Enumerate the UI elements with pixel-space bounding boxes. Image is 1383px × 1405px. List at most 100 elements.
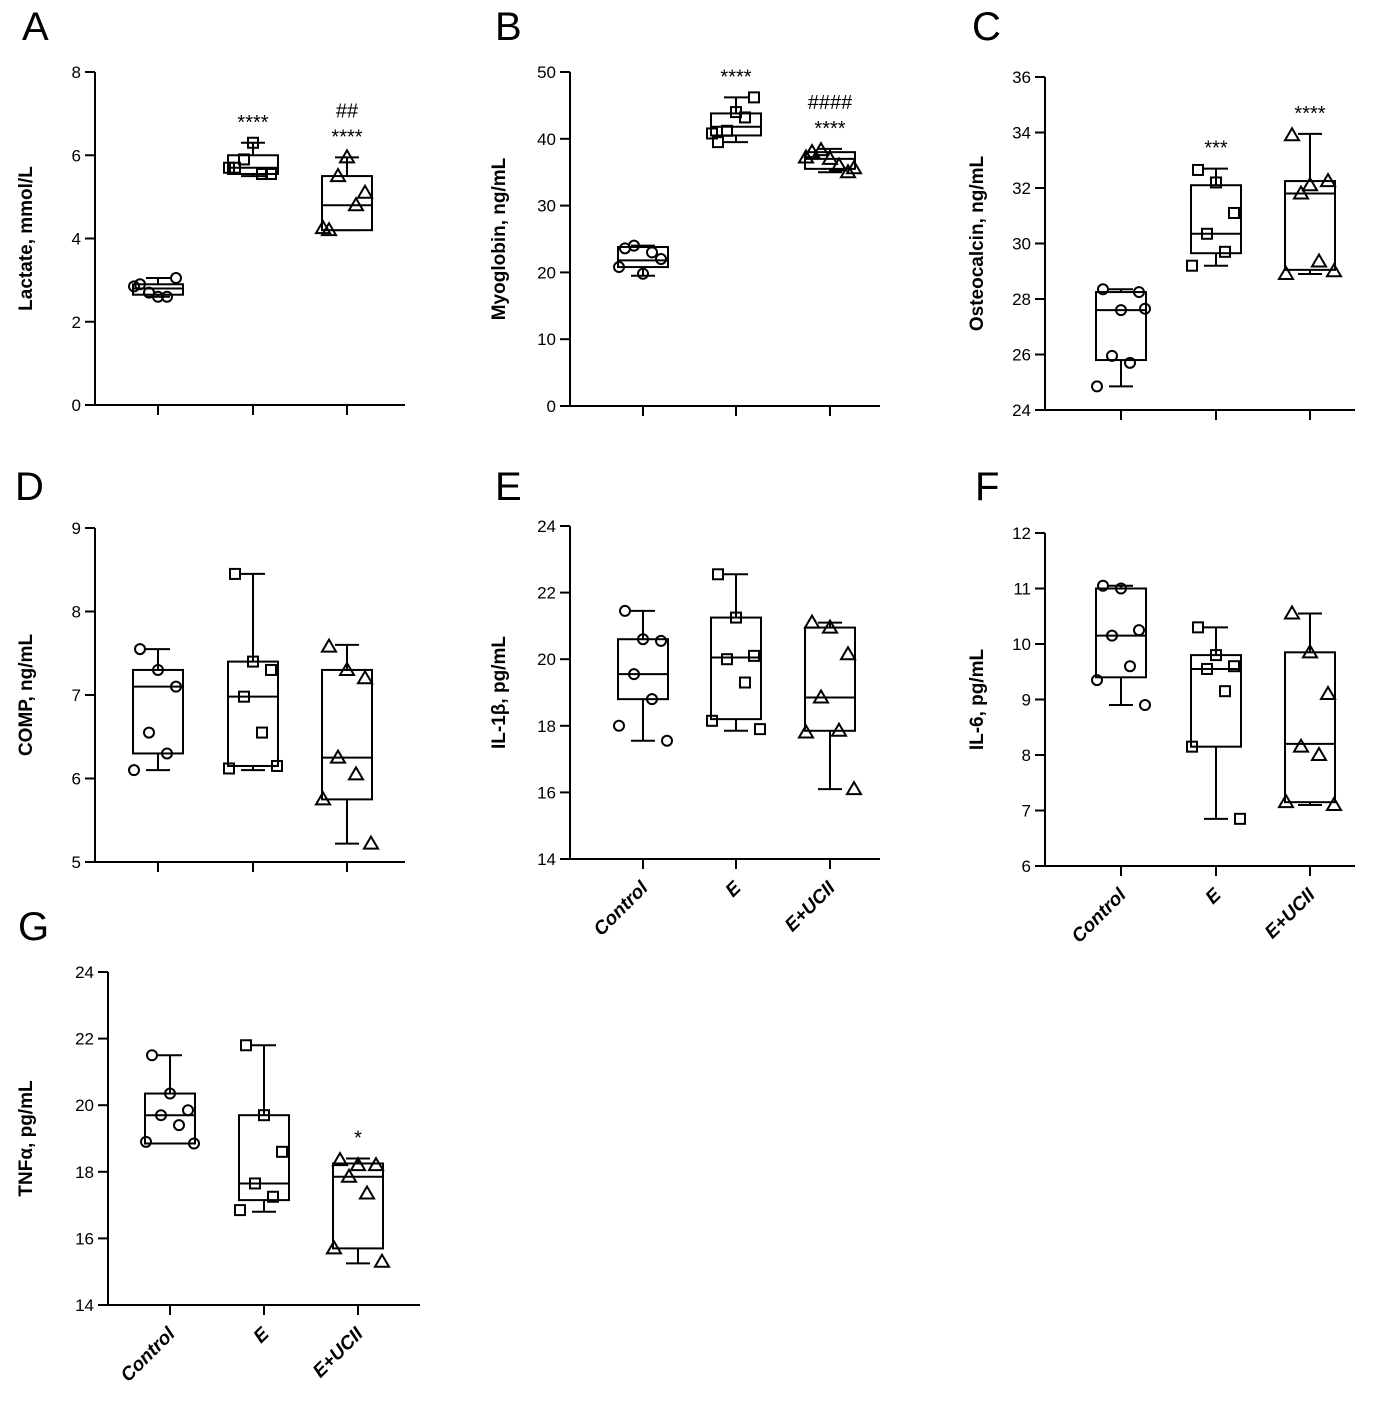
data-point bbox=[721, 653, 733, 666]
data-point bbox=[161, 290, 173, 303]
iqr-box bbox=[321, 175, 373, 232]
data-point bbox=[1228, 660, 1240, 673]
y-tick-label: 22 bbox=[537, 584, 556, 603]
significance-label: #### bbox=[808, 92, 853, 114]
iqr-box bbox=[617, 638, 669, 701]
data-point bbox=[356, 669, 374, 685]
y-tick-label: 8 bbox=[72, 603, 81, 622]
data-point bbox=[320, 221, 338, 237]
box-group-0: Control bbox=[117, 1049, 200, 1386]
data-point bbox=[1319, 172, 1337, 188]
box-group-1: E bbox=[234, 1039, 290, 1348]
box-group-1: E bbox=[1186, 621, 1246, 909]
data-point bbox=[655, 634, 667, 647]
data-point bbox=[240, 1039, 252, 1052]
data-point bbox=[170, 680, 182, 693]
data-point bbox=[356, 183, 374, 199]
iqr-box bbox=[1095, 587, 1147, 679]
data-point bbox=[247, 655, 259, 668]
data-point bbox=[1097, 283, 1109, 296]
data-point bbox=[338, 660, 356, 676]
y-tick-label: 6 bbox=[72, 146, 81, 165]
panel-d: D COMP, ng/mL 5 6 7 8 9 bbox=[15, 465, 405, 872]
data-point bbox=[362, 834, 380, 850]
y-tick-label: 9 bbox=[1022, 691, 1031, 710]
data-point bbox=[367, 1156, 385, 1172]
data-point bbox=[613, 719, 625, 732]
data-point bbox=[839, 645, 857, 661]
data-point bbox=[1192, 621, 1204, 634]
data-point bbox=[1292, 184, 1310, 200]
y-axis-label: IL-6, pg/mL bbox=[967, 648, 988, 750]
data-point bbox=[258, 1109, 270, 1122]
y-tick-label: 22 bbox=[75, 1030, 94, 1049]
y-axis-label: IL-1β, pg/mL bbox=[489, 636, 510, 749]
data-point bbox=[314, 790, 332, 806]
data-point bbox=[234, 1204, 246, 1217]
box-group-0: Control bbox=[590, 604, 673, 940]
data-point bbox=[706, 127, 718, 140]
data-point bbox=[830, 156, 848, 172]
data-point bbox=[164, 1087, 176, 1100]
x-tick-label: Control bbox=[590, 877, 653, 940]
data-point bbox=[706, 714, 718, 727]
data-point bbox=[1325, 262, 1343, 278]
x-tick-label: Control bbox=[1068, 884, 1131, 947]
data-point bbox=[276, 1145, 288, 1158]
box-group-1: *** bbox=[1186, 138, 1242, 420]
data-point bbox=[347, 196, 365, 212]
iqr-box bbox=[1190, 184, 1242, 255]
data-point bbox=[845, 159, 863, 175]
y-tick-label: 26 bbox=[1012, 346, 1031, 365]
box-group-2 bbox=[314, 637, 380, 872]
data-point bbox=[646, 693, 658, 706]
iqr-box bbox=[1284, 651, 1336, 804]
panel-letter: D bbox=[15, 465, 44, 509]
data-point bbox=[1219, 685, 1231, 698]
data-point bbox=[730, 611, 742, 624]
data-point bbox=[803, 613, 821, 629]
data-point bbox=[1192, 163, 1204, 176]
data-point bbox=[256, 726, 268, 739]
box-group-2: **** #### bbox=[797, 92, 863, 416]
significance-label: ## bbox=[336, 100, 359, 122]
data-point bbox=[1106, 629, 1118, 642]
panel-letter: A bbox=[22, 5, 49, 49]
y-tick-label: 34 bbox=[1012, 124, 1031, 143]
data-point bbox=[1091, 674, 1103, 687]
significance-label: * bbox=[354, 1127, 362, 1149]
y-tick-label: 4 bbox=[72, 230, 81, 249]
data-point bbox=[1124, 660, 1136, 673]
data-point bbox=[238, 690, 250, 703]
y-tick-label: 7 bbox=[1022, 802, 1031, 821]
y-tick-label: 12 bbox=[1012, 524, 1031, 543]
data-point bbox=[340, 1167, 358, 1183]
iqr-box bbox=[227, 660, 279, 767]
data-point bbox=[173, 1119, 185, 1132]
data-point bbox=[1219, 245, 1231, 258]
y-tick-label: 14 bbox=[75, 1296, 94, 1315]
data-point bbox=[329, 167, 347, 183]
y-tick-label: 2 bbox=[72, 313, 81, 332]
panel-b: B Myoglobin, ng/mL 0 10 20 30 40 50 **** **** #### bbox=[489, 5, 880, 416]
y-tick-label: 24 bbox=[1012, 401, 1031, 420]
data-point bbox=[1210, 649, 1222, 662]
data-point bbox=[637, 633, 649, 646]
x-tick-label: E bbox=[1202, 884, 1227, 909]
data-point bbox=[1301, 176, 1319, 192]
data-point bbox=[797, 723, 815, 739]
data-point bbox=[170, 272, 182, 285]
y-tick-label: 28 bbox=[1012, 290, 1031, 309]
y-tick-label: 30 bbox=[537, 197, 556, 216]
data-point bbox=[721, 124, 733, 137]
data-point bbox=[1283, 126, 1301, 142]
data-point bbox=[1210, 176, 1222, 189]
data-point bbox=[1319, 684, 1337, 700]
data-point bbox=[267, 1190, 279, 1203]
y-tick-label: 5 bbox=[72, 853, 81, 872]
y-tick-label: 9 bbox=[72, 519, 81, 538]
data-point bbox=[134, 643, 146, 656]
data-point bbox=[1139, 302, 1151, 315]
y-tick-label: 20 bbox=[537, 263, 556, 282]
